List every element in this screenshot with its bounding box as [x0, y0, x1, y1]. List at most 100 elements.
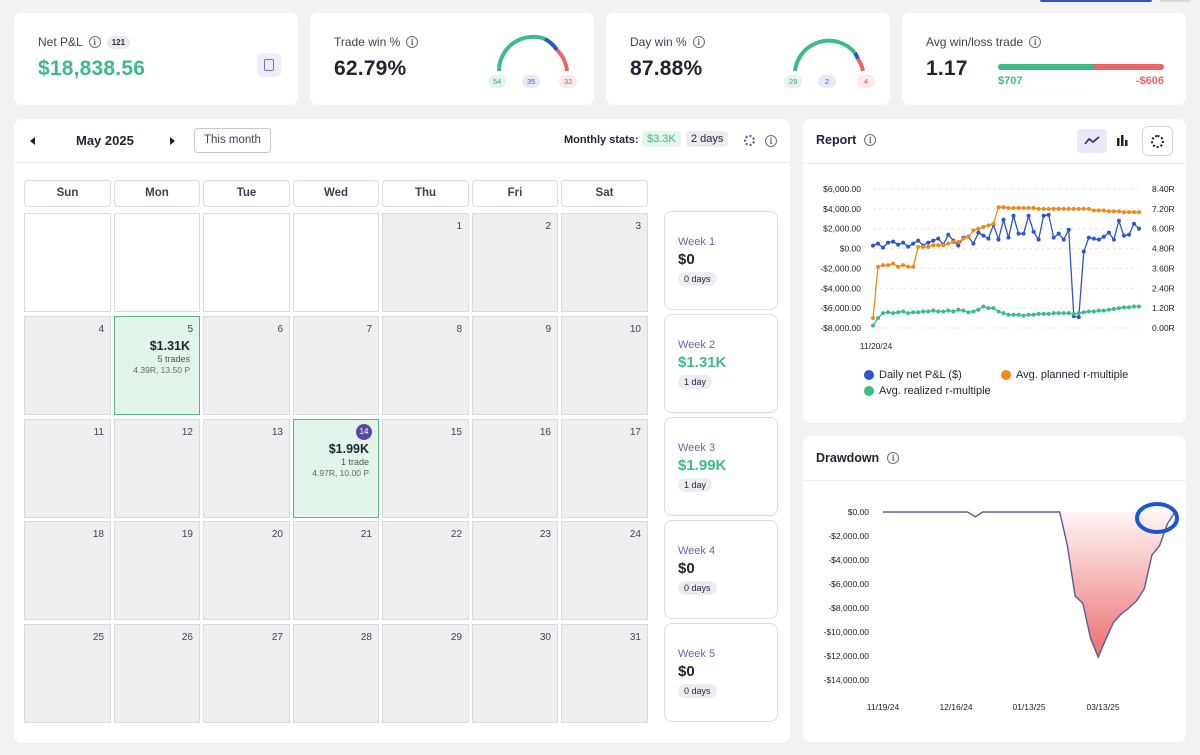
calendar-day[interactable]: 15	[382, 419, 469, 518]
day-win-card: Day win % i 87.88% 29 2 4	[606, 13, 890, 105]
prev-month-icon[interactable]	[30, 137, 35, 145]
calendar-day[interactable]: 28	[293, 624, 379, 723]
calendar-day[interactable]: 23	[472, 521, 558, 620]
win-share-fill	[998, 64, 1094, 70]
info-icon[interactable]: i	[88, 36, 101, 48]
realized-r-point	[1021, 313, 1026, 318]
gauge-losses-arc	[555, 48, 569, 72]
day-number: 17	[629, 427, 641, 438]
gear-icon[interactable]	[744, 135, 755, 146]
daily-pnl-point	[886, 240, 891, 245]
daily-pnl-point	[996, 237, 1001, 242]
realized-r-point	[1006, 312, 1011, 317]
realized-r-point	[991, 306, 996, 311]
calendar-day[interactable]: 31	[561, 624, 648, 723]
info-icon[interactable]: i	[864, 134, 877, 146]
realized-r-point	[1056, 311, 1061, 316]
weekday-wed: Wed	[293, 180, 379, 207]
calendar-day[interactable]: 29	[382, 624, 469, 723]
avg-win-loss-label-row: Avg win/loss trade i	[926, 35, 1042, 49]
planned-r-point	[1061, 206, 1066, 211]
calendar-day[interactable]: 18	[24, 521, 111, 620]
calendar-day-profit-today[interactable]: 14 $1.99K 1 trade 4.97R, 10.00 P	[293, 419, 379, 518]
realized-r-point	[1096, 308, 1101, 313]
info-icon[interactable]: i	[692, 36, 705, 48]
calendar-day[interactable]: 7	[293, 316, 379, 415]
realized-r-point	[1011, 312, 1016, 317]
week-label: Week 5	[678, 648, 716, 660]
daily-pnl-point	[916, 238, 921, 243]
calendar-day[interactable]: 10	[561, 316, 648, 415]
chart-settings-button[interactable]	[1142, 126, 1173, 156]
planned-r-point	[1111, 209, 1116, 214]
week-summary[interactable]: Week 3 $1.99K 1 day	[664, 417, 778, 516]
weekday-thu: Thu	[382, 180, 469, 207]
calendar-day[interactable]: 21	[293, 521, 379, 620]
realized-r-point	[1106, 307, 1111, 312]
week-label: Week 2	[678, 339, 716, 351]
day-win-gauge	[793, 38, 865, 72]
info-icon[interactable]: i	[1029, 36, 1042, 48]
next-month-icon[interactable]	[170, 137, 175, 145]
calendar-day[interactable]: 24	[561, 521, 648, 620]
report-card: Report i $6,000.00 $4,000.00 $2,000.00 $0.0…	[803, 119, 1186, 423]
daily-pnl-point	[976, 230, 981, 235]
calendar-day[interactable]: 11	[24, 419, 111, 518]
calendar-day[interactable]: 26	[114, 624, 200, 723]
calendar-day[interactable]: 16	[472, 419, 558, 518]
realized-r-point	[1121, 305, 1126, 310]
legend-label: Avg. realized r-multiple	[879, 385, 991, 397]
week-value: $1.31K	[678, 354, 727, 371]
info-icon[interactable]: i	[887, 452, 900, 464]
calendar-day[interactable]: 30	[472, 624, 558, 723]
week-summary[interactable]: Week 1 $0 0 days	[664, 211, 778, 310]
calendar-day[interactable]: 25	[24, 624, 111, 723]
calculator-icon[interactable]	[257, 53, 281, 77]
day-trades: 1 trade	[340, 457, 369, 467]
day-trades: 5 trades	[157, 354, 190, 364]
daily-pnl-point	[946, 232, 951, 237]
top-button-fragment-2[interactable]	[1160, 0, 1190, 2]
day-number: 3	[635, 221, 641, 232]
realized-r-point	[1051, 311, 1056, 316]
calendar-day[interactable]: 1	[382, 213, 469, 312]
day-pnl: $1.31K	[149, 339, 190, 353]
calendar-day[interactable]: 8	[382, 316, 469, 415]
calendar-day[interactable]: 19	[114, 521, 200, 620]
calendar-day[interactable]: 9	[472, 316, 558, 415]
calendar-day[interactable]: 20	[203, 521, 290, 620]
info-icon[interactable]: i	[765, 135, 777, 147]
bar-chart-toggle-button[interactable]	[1107, 129, 1135, 153]
calendar-day[interactable]: 4	[24, 316, 111, 415]
this-month-button[interactable]: This month	[194, 128, 271, 153]
week-summary[interactable]: Week 4 $0 0 days	[664, 520, 778, 619]
legend-dot	[1001, 370, 1011, 380]
daily-pnl-point	[1076, 315, 1081, 320]
calendar-day[interactable]: 6	[203, 316, 290, 415]
calendar-day[interactable]: 27	[203, 624, 290, 723]
calendar-day[interactable]: 12	[114, 419, 200, 518]
gauge-breakeven-pill: 2	[818, 75, 836, 88]
planned-r-point	[906, 264, 911, 269]
line-chart-toggle-button[interactable]	[1077, 129, 1107, 153]
day-number: 1	[456, 221, 462, 232]
week-summary[interactable]: Week 2 $1.31K 1 day	[664, 314, 778, 413]
top-button-fragment[interactable]	[1040, 0, 1152, 2]
trade-count-badge: 121	[106, 35, 131, 49]
day-number: 30	[539, 632, 551, 643]
week-days: 0 days	[678, 272, 717, 286]
realized-r-point	[986, 306, 991, 311]
day-number: 31	[629, 632, 641, 643]
drawdown-card: Drawdown i $0.00 -$2,000.00 -$4,000.00 -$6,…	[803, 436, 1186, 742]
info-icon[interactable]: i	[406, 36, 419, 48]
calendar-day[interactable]: 2	[472, 213, 558, 312]
planned-r-point	[916, 244, 921, 249]
calendar-day[interactable]: 17	[561, 419, 648, 518]
week-summary[interactable]: Week 5 $0 0 days	[664, 623, 778, 722]
calendar-day[interactable]: 13	[203, 419, 290, 518]
day-number: 9	[545, 324, 551, 335]
daily-pnl-point	[1086, 235, 1091, 240]
calendar-day-profit[interactable]: 5 $1.31K 5 trades 4.39R, 13.50 P	[114, 316, 200, 415]
calendar-day[interactable]: 3	[561, 213, 648, 312]
calendar-day[interactable]: 22	[382, 521, 469, 620]
